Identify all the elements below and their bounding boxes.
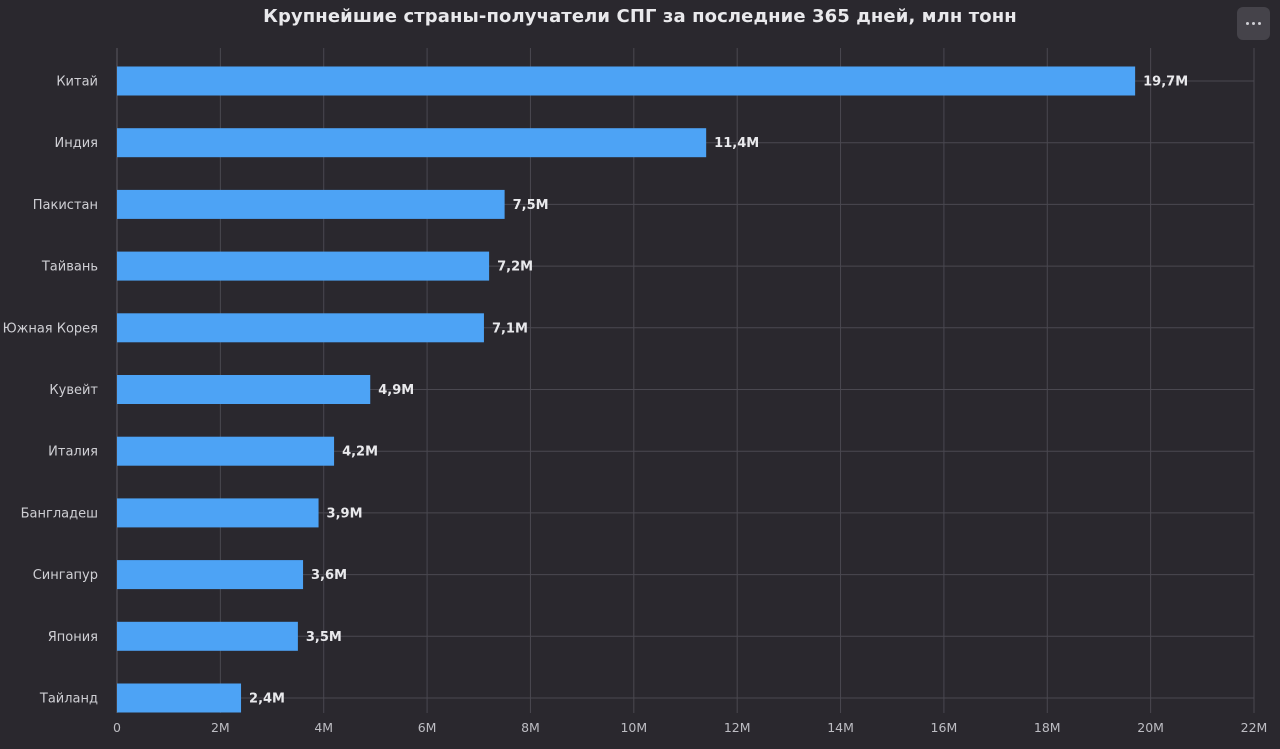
category-label: Сингапур: [33, 568, 98, 583]
bar[interactable]: [117, 313, 484, 343]
bar[interactable]: [117, 66, 1136, 96]
bars: [117, 66, 1136, 713]
category-label: Индия: [55, 136, 98, 151]
chart-title: Крупнейшие страны-получатели СПГ за посл…: [263, 6, 1017, 27]
category-label: Япония: [48, 630, 98, 645]
x-tick-label: 18M: [1034, 720, 1061, 735]
bar[interactable]: [117, 189, 505, 219]
category-label: Пакистан: [33, 198, 98, 213]
bar[interactable]: [117, 436, 335, 466]
value-label: 4,2M: [342, 445, 378, 460]
x-tick-label: 8M: [521, 720, 540, 735]
value-label: 3,9M: [327, 506, 363, 521]
x-tick-label: 20M: [1137, 720, 1164, 735]
x-tick-label: 16M: [931, 720, 958, 735]
category-label: Китай: [56, 75, 98, 90]
x-tick-label: 6M: [418, 720, 437, 735]
more-horizontal-icon: [1246, 22, 1261, 25]
x-tick-label: 10M: [620, 720, 647, 735]
value-label: 4,9M: [378, 383, 414, 398]
labels: 0 2M 4M 6M 8M 10M 12M 14M 16M 18M 20M 22M Китай 19,7M…: [3, 75, 1268, 736]
bar[interactable]: [117, 498, 319, 528]
category-label: Кувейт: [49, 383, 98, 398]
value-label: 11,4M: [714, 136, 759, 151]
category-label: Италия: [48, 445, 98, 460]
value-label: 3,6M: [311, 568, 347, 583]
x-tick-label: 12M: [724, 720, 751, 735]
category-label: Тайвань: [41, 260, 98, 275]
value-label: 7,5M: [513, 198, 549, 213]
value-label: 19,7M: [1143, 75, 1188, 90]
value-label: 7,1M: [492, 321, 528, 336]
bar[interactable]: [117, 621, 298, 651]
chart-menu-button[interactable]: [1237, 7, 1270, 40]
value-label: 3,5M: [306, 630, 342, 645]
bar[interactable]: [117, 251, 490, 281]
value-label: 2,4M: [249, 692, 285, 707]
category-label: Южная Корея: [3, 321, 98, 336]
x-tick-label: 2M: [211, 720, 230, 735]
x-tick-label: 14M: [827, 720, 854, 735]
x-tick-label: 0: [113, 720, 121, 735]
category-label: Бангладеш: [21, 506, 98, 521]
x-tick-label: 22M: [1241, 720, 1268, 735]
bar[interactable]: [117, 375, 371, 404]
category-label: Тайланд: [39, 692, 98, 707]
bar[interactable]: [117, 128, 707, 158]
value-label: 7,2M: [497, 260, 533, 275]
bar[interactable]: [117, 560, 304, 590]
bar[interactable]: [117, 683, 242, 713]
x-tick-label: 4M: [314, 720, 333, 735]
